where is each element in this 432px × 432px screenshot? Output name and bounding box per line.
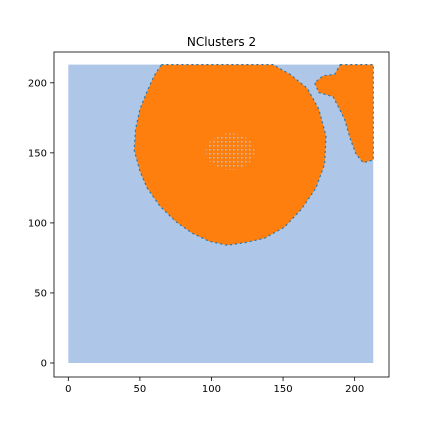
chart-title: NClusters 2: [187, 35, 256, 49]
x-tick-label: 50: [134, 384, 147, 395]
plot-area: [68, 63, 374, 363]
x-tick-label: 200: [345, 384, 364, 395]
cluster-region-2: [314, 63, 374, 164]
plot-frame: [53, 51, 390, 378]
x-tick-label: 100: [202, 384, 221, 395]
y-tick-label: 100: [28, 218, 47, 229]
x-tick-label: 0: [65, 384, 71, 395]
y-tick-label: 50: [34, 288, 47, 299]
y-tick-label: 150: [28, 148, 47, 159]
y-tick-label: 200: [28, 78, 47, 89]
x-axis: 0 50 100 150 200: [65, 377, 364, 395]
y-tick-label: 0: [41, 358, 47, 369]
y-axis: 0 50 100 150 200: [28, 78, 54, 369]
x-tick-label: 150: [274, 384, 293, 395]
cluster-hole: [205, 133, 255, 170]
